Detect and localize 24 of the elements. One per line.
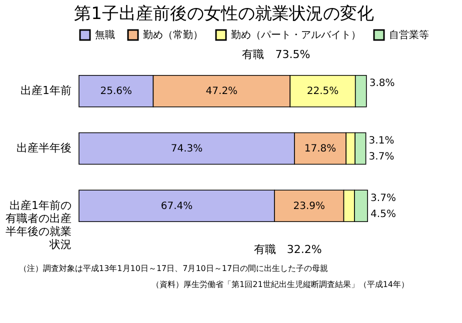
legend-label: 自営業等 (389, 29, 429, 41)
legend-label: 勤め（パート・アルバイト） (231, 29, 361, 41)
data-label: 47.2% (206, 86, 238, 98)
y-tick-label: 出産半年後 (16, 142, 72, 154)
legend-label: 無職 (95, 29, 115, 41)
legend-label: 勤め（常勤） (143, 29, 203, 41)
data-label: 17.8% (304, 144, 336, 154)
text: （資料）厚生労働省「第1回21世紀出生児縦断調査結果」（平成14年） (152, 280, 409, 289)
y-tick-label: 出産1年前の有職者の出産半年後の就業状況 (6, 198, 72, 251)
annotation: 有職 32.2% (254, 243, 322, 256)
chart-title: 第1子出産前後の女性の就業状況の変化 (74, 4, 374, 24)
data-label: 3.7% (368, 152, 394, 162)
text: （注）調査対象は平成13年1月10日～17日、7月10日～17日の間に出生した子の母親 (19, 264, 328, 273)
data-label: 74.3% (170, 144, 203, 154)
y-tick-label: 出産1年前 (20, 84, 72, 98)
data-label: 22.5% (306, 86, 339, 98)
annotation: 有職 73.5% (242, 48, 310, 61)
data-label: 3.8% (369, 78, 395, 90)
data-label: 67.4% (160, 200, 193, 212)
data-label: 3.7% (370, 192, 396, 204)
data-label: 3.1% (368, 136, 394, 146)
data-label: 23.9% (293, 200, 326, 212)
data-label: 25.6% (100, 86, 132, 98)
data-label: 4.5% (370, 208, 396, 220)
